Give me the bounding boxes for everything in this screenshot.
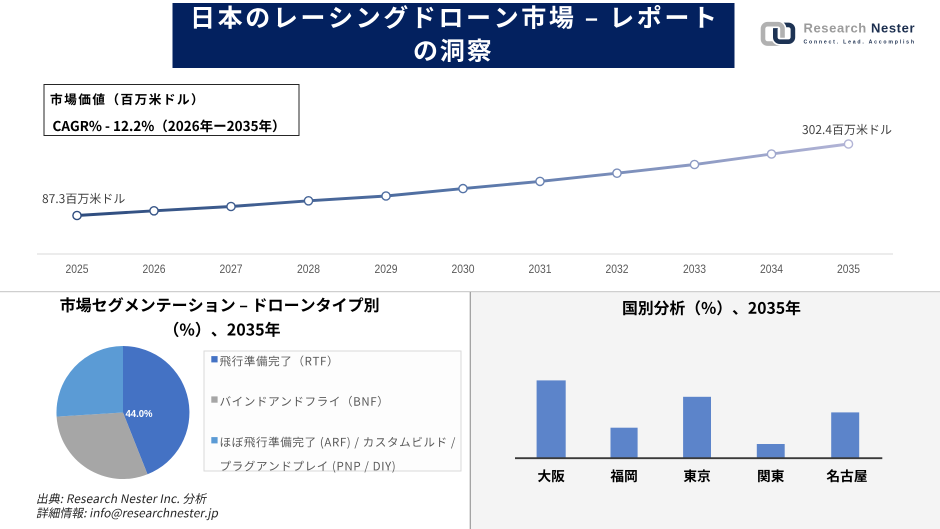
- svg-text:2034: 2034: [760, 262, 783, 276]
- svg-text:2031: 2031: [529, 262, 552, 276]
- svg-text:2030: 2030: [452, 262, 475, 276]
- svg-text:2025: 2025: [66, 262, 89, 276]
- svg-text:2032: 2032: [606, 262, 629, 276]
- svg-text:2027: 2027: [220, 262, 243, 276]
- svg-text:2033: 2033: [683, 262, 706, 276]
- svg-text:Connect. Lead. Accomplish: Connect. Lead. Accomplish: [804, 39, 915, 45]
- svg-text:2035: 2035: [837, 262, 860, 276]
- svg-text:2028: 2028: [297, 262, 320, 276]
- svg-text:44.0%: 44.0%: [126, 409, 153, 420]
- svg-text:2029: 2029: [375, 262, 398, 276]
- svg-text:2026: 2026: [143, 262, 166, 276]
- svg-text:Research Nester: Research Nester: [804, 21, 915, 36]
